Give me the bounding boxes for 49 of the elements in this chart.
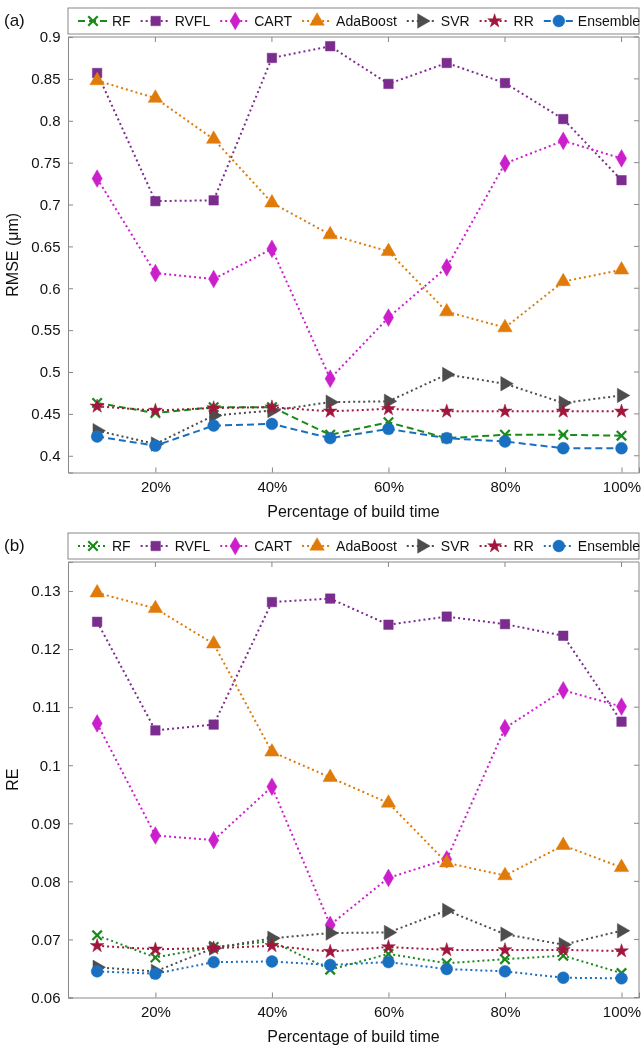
y-tick-label: 0.11 bbox=[32, 697, 61, 715]
legend-label: RF bbox=[112, 13, 131, 29]
x-tick-label: 20% bbox=[140, 1002, 171, 1020]
legend-label: RR bbox=[513, 13, 534, 29]
legend-label: SVR bbox=[440, 537, 470, 554]
x-axis-title: Percentage of build time bbox=[267, 1027, 440, 1044]
y-tick-label: 0.6 bbox=[39, 279, 61, 297]
y-tick-label: 0.9 bbox=[39, 28, 61, 46]
y-axis-title: RE bbox=[4, 768, 21, 791]
legend-label: RVFL bbox=[174, 13, 211, 29]
y-tick-label: 0.5 bbox=[39, 363, 61, 381]
legend-label: Ensemble bbox=[577, 13, 641, 29]
y-tick-label: 0.09 bbox=[31, 814, 61, 832]
y-tick-label: 0.8 bbox=[39, 112, 61, 130]
y-tick-label: 0.06 bbox=[31, 988, 61, 1006]
x-tick-label: 40% bbox=[257, 478, 288, 495]
x-tick-label: 80% bbox=[490, 1002, 521, 1020]
x-tick-label: 100% bbox=[602, 478, 641, 495]
legend-label: SVR bbox=[440, 13, 470, 29]
x-tick-label: 60% bbox=[373, 1002, 404, 1020]
y-tick-label: 0.45 bbox=[31, 405, 61, 423]
y-tick-label: 0.13 bbox=[31, 581, 61, 599]
y-tick-label: 0.85 bbox=[31, 70, 61, 88]
y-tick-label: 0.55 bbox=[31, 321, 61, 339]
x-tick-label: 100% bbox=[602, 1002, 641, 1020]
y-tick-label: 0.7 bbox=[39, 195, 61, 213]
x-tick-label: 20% bbox=[140, 478, 171, 495]
legend-label: AdaBoost bbox=[336, 537, 397, 554]
chart-title: (b) bbox=[4, 535, 25, 555]
legend-label: RF bbox=[112, 537, 131, 554]
y-tick-label: 0.12 bbox=[31, 639, 61, 657]
legend-label: CART bbox=[254, 537, 293, 554]
y-tick-label: 0.08 bbox=[31, 872, 61, 890]
chart-title: (a) bbox=[4, 11, 25, 30]
x-tick-label: 40% bbox=[257, 1002, 288, 1020]
legend-label: AdaBoost bbox=[336, 13, 397, 29]
legend-label: RVFL bbox=[174, 537, 211, 554]
x-tick-label: 80% bbox=[490, 478, 521, 495]
x-tick-label: 60% bbox=[373, 478, 404, 495]
legend-label: RR bbox=[513, 537, 534, 554]
y-axis-title: RMSE (μm) bbox=[4, 212, 21, 297]
legend-label: Ensemble bbox=[577, 537, 641, 554]
y-tick-label: 0.1 bbox=[39, 756, 61, 774]
legend-label: CART bbox=[254, 13, 293, 29]
y-tick-label: 0.65 bbox=[31, 237, 61, 255]
x-axis-title: Percentage of build time bbox=[267, 502, 440, 520]
y-tick-label: 0.07 bbox=[31, 930, 61, 948]
y-tick-label: 0.4 bbox=[39, 447, 61, 465]
y-tick-label: 0.75 bbox=[31, 153, 61, 171]
